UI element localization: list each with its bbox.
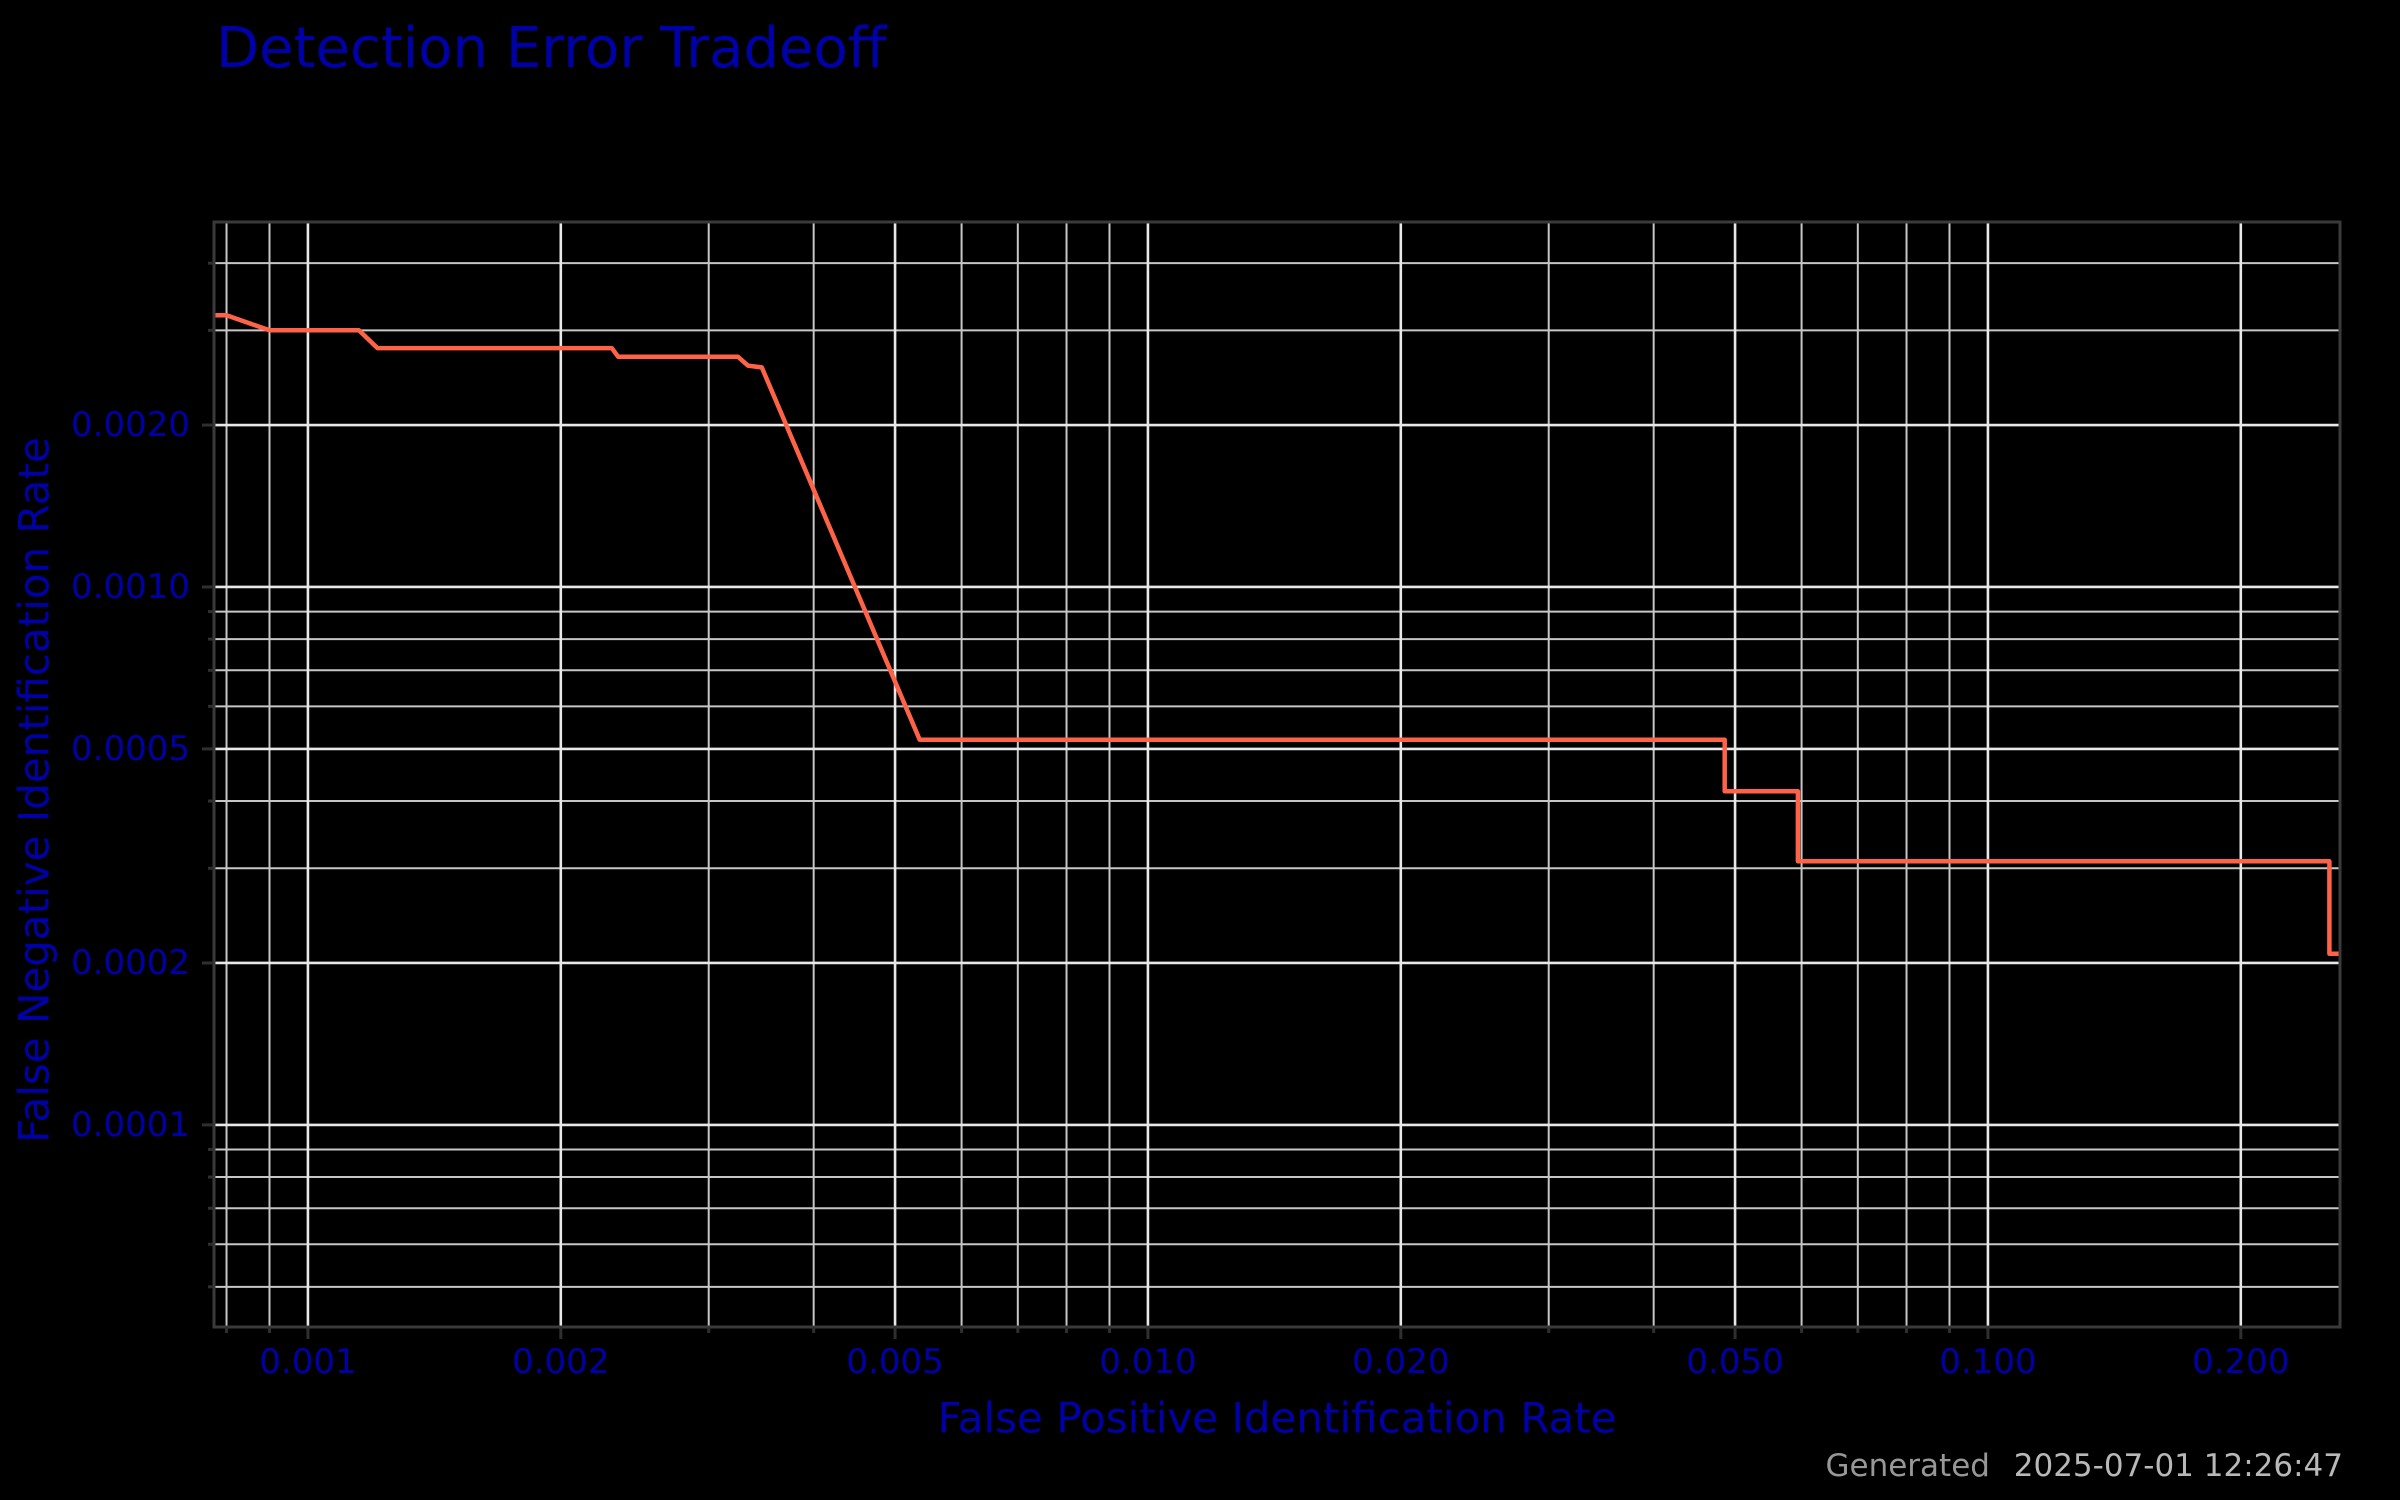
det-curve-layer <box>214 313 2340 957</box>
y-axis-label: False Negative Identification Rate <box>9 437 59 1143</box>
y-tick-label: 0.0001 <box>71 1104 190 1145</box>
x-tick-label: 0.200 <box>2192 1342 2290 1382</box>
x-tick-label: 0.010 <box>1099 1342 1197 1382</box>
x-tick-label: 0.020 <box>1352 1342 1450 1382</box>
generated-label: Generated <box>1825 1448 1990 1484</box>
y-tick-label: 0.0010 <box>71 566 190 607</box>
y-tick-label: 0.0002 <box>71 942 190 983</box>
axes-frame <box>212 220 2342 1329</box>
y-tick-label: 0.0020 <box>71 405 190 446</box>
major-gridlines <box>214 222 2340 1327</box>
det-curve <box>214 313 2340 957</box>
x-tick-label: 0.002 <box>512 1342 610 1382</box>
tick-marks <box>202 261 2243 1339</box>
minor-gridlines <box>214 222 2340 1327</box>
y-tick-label: 0.0005 <box>71 728 190 769</box>
x-tick-label: 0.100 <box>1939 1342 2037 1382</box>
generated-timestamp: Generated 2025-07-01 12:26:47 <box>1825 1448 2343 1484</box>
x-axis-label: False Positive Identification Rate <box>937 1393 1617 1443</box>
x-tick-label: 0.001 <box>259 1342 357 1382</box>
chart-title: Detection Error Tradeoff <box>216 16 887 81</box>
x-tick-label: 0.005 <box>846 1342 944 1382</box>
x-tick-label: 0.050 <box>1686 1342 1784 1382</box>
generated-datetime: 2025-07-01 12:26:47 <box>2013 1448 2343 1484</box>
